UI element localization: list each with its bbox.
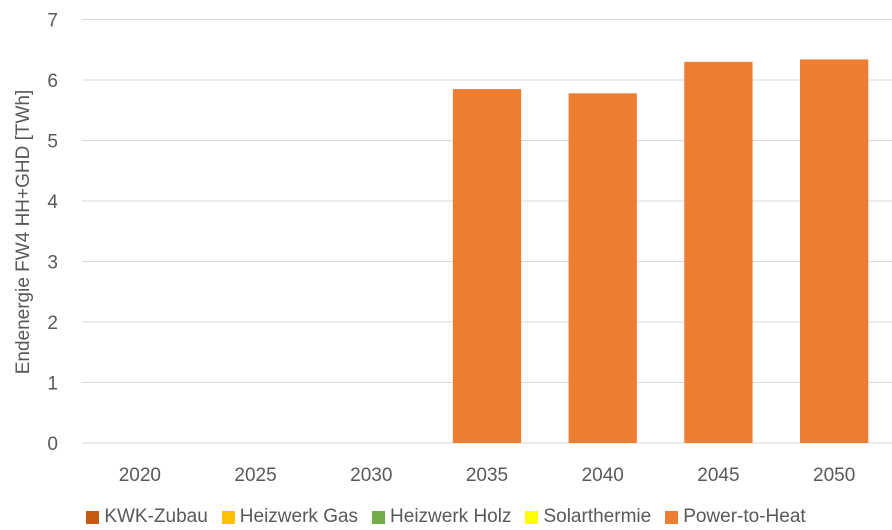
legend-swatch (221, 510, 235, 524)
legend-item: Solarthermie (525, 506, 651, 528)
legend-label: Power-to-Heat (683, 506, 806, 527)
y-tick-label: 5 (47, 132, 58, 153)
bar-power-to-heat-2040 (568, 93, 637, 443)
legend-label: Heizwerk Gas (239, 506, 359, 527)
y-tick-label: 0 (47, 434, 58, 455)
legend-swatch (86, 510, 100, 524)
bar-power-to-heat-2035 (452, 89, 522, 443)
bar-power-to-heat-2050 (800, 59, 869, 444)
y-tick-label: 3 (47, 253, 58, 274)
legend-label: Solarthermie (543, 506, 652, 527)
legend-label: Heizwerk Holz (390, 506, 512, 527)
x-tick-label: 2050 (813, 465, 855, 486)
y-axis-label: Endenergie FW4 HH+GHD [TWh] (13, 90, 34, 375)
x-tick-label: 2030 (350, 465, 392, 486)
y-tick-label: 7 (47, 11, 58, 32)
legend-item: Power-to-Heat (665, 506, 806, 528)
x-tick-labels: 2020 2025 2030 2035 2040 2045 2050 (119, 465, 856, 486)
legend-swatch (525, 510, 539, 524)
legend-swatch (372, 510, 386, 524)
y-tick-label: 4 (47, 192, 58, 213)
x-tick-label: 2045 (697, 465, 739, 486)
legend-swatch (665, 510, 679, 524)
x-tick-label: 2025 (234, 465, 276, 486)
y-tick-label: 1 (47, 374, 58, 395)
legend-item: Heizwerk Gas (221, 506, 359, 528)
legend-item: Heizwerk Holz (372, 506, 511, 528)
y-tick-label: 2 (47, 313, 58, 334)
legend: KWK-Zubau Heizwerk Gas Heizwerk Holz Solart… (0, 504, 892, 530)
legend-item: KWK-Zubau (86, 506, 208, 528)
x-tick-label: 2040 (582, 465, 624, 486)
legend-label: KWK-Zubau (104, 506, 208, 527)
bar-power-to-heat-2045 (684, 61, 753, 443)
x-tick-label: 2020 (119, 465, 161, 486)
y-tick-labels: 0 1 2 3 4 5 6 7 (47, 11, 58, 456)
bars (452, 59, 869, 444)
y-tick-label: 6 (47, 71, 58, 92)
bar-chart: 0 1 2 3 4 5 6 7 2020 2025 2030 2035 2040 2045 2050 En… (13, 11, 892, 486)
x-tick-label: 2035 (466, 465, 508, 486)
